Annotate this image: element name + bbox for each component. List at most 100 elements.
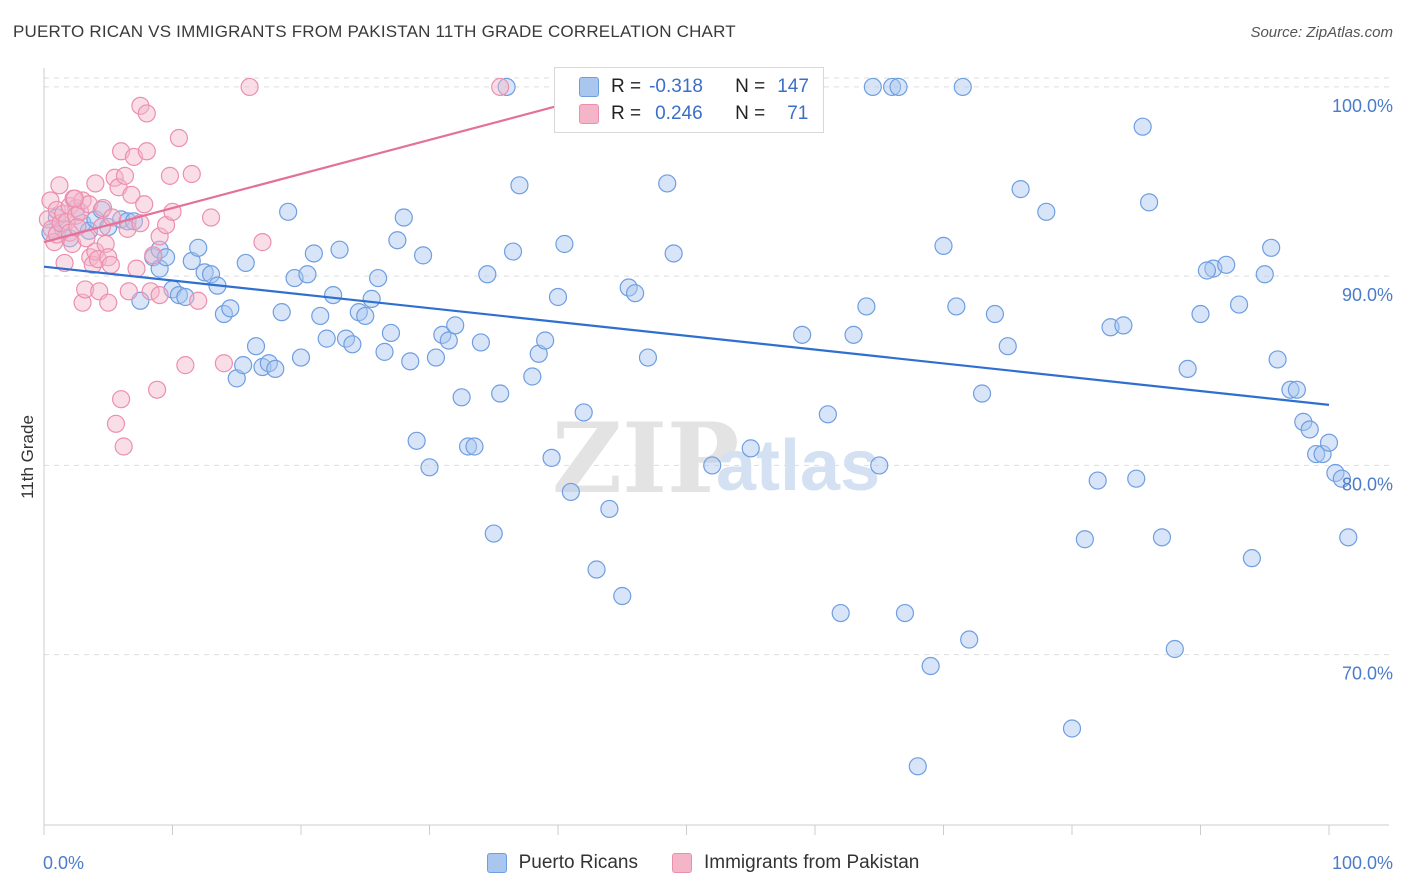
data-point	[394, 208, 413, 227]
data-point	[343, 335, 362, 354]
chart-source: Source: ZipAtlas.com	[1250, 24, 1393, 41]
data-point	[561, 482, 580, 502]
chart-title: PUERTO RICAN VS IMMIGRANTS FROM PAKISTAN…	[13, 22, 736, 41]
data-point	[1300, 420, 1319, 439]
data-point	[908, 757, 927, 776]
data-point	[1287, 380, 1306, 399]
data-point	[625, 284, 645, 303]
data-point	[1255, 265, 1274, 284]
legend-row-puerto-ricans: R = -0.318 N = 147	[579, 74, 809, 100]
data-point	[703, 456, 722, 475]
data-point	[73, 293, 92, 312]
data-point	[96, 234, 115, 254]
data-point	[458, 437, 478, 456]
data-point	[214, 354, 233, 373]
data-point	[471, 333, 490, 352]
trend-lines	[43, 104, 1330, 406]
data-point	[985, 304, 1005, 324]
data-point	[141, 282, 160, 301]
data-point	[439, 331, 458, 350]
data-point	[401, 352, 420, 371]
data-point	[1294, 412, 1313, 431]
x-tick-label-max: 100.0%	[1332, 853, 1393, 873]
data-point	[510, 176, 529, 195]
data-point	[465, 437, 484, 456]
data-point	[1062, 719, 1082, 738]
data-point	[1178, 359, 1197, 379]
data-point	[201, 265, 221, 284]
data-point	[972, 384, 992, 403]
data-point	[960, 630, 979, 649]
data-point	[388, 231, 407, 250]
data-point	[478, 265, 497, 284]
data-point	[317, 329, 336, 348]
legend-r-label: R =	[611, 76, 642, 97]
data-point	[1268, 350, 1287, 369]
data-point	[160, 166, 180, 185]
data-point	[127, 259, 146, 278]
data-point	[176, 356, 195, 375]
data-point	[1339, 528, 1358, 547]
data-point	[1319, 433, 1339, 452]
y-tick-label: 70.0%	[1342, 664, 1393, 684]
data-point	[1197, 261, 1217, 280]
legend-swatch-blue	[579, 77, 599, 97]
data-point	[664, 244, 683, 263]
data-point	[1191, 304, 1210, 324]
data-point	[86, 174, 105, 193]
data-point	[638, 348, 658, 367]
y-tick-labels: 100.0% 90.0% 80.0% 70.0%	[1332, 96, 1393, 684]
data-point	[452, 388, 471, 407]
data-point	[122, 185, 141, 204]
y-tick-label: 90.0%	[1342, 285, 1393, 305]
data-point	[1165, 639, 1184, 659]
data-point	[201, 208, 221, 227]
data-point	[304, 244, 323, 263]
data-point	[234, 356, 253, 375]
data-point	[536, 331, 555, 350]
data-point	[1217, 255, 1236, 274]
data-point	[889, 77, 908, 97]
data-point	[1088, 471, 1107, 490]
data-point	[741, 439, 760, 458]
watermark-atlas: atlas	[716, 426, 880, 506]
data-point	[137, 104, 156, 123]
data-point	[491, 384, 510, 403]
data-point	[542, 448, 561, 467]
legend-n-value: 147	[777, 76, 809, 97]
data-point	[1075, 530, 1094, 549]
data-point	[119, 282, 138, 301]
legend-label: Immigrants from Pakistan	[703, 852, 920, 873]
legend-n-value: 71	[787, 103, 809, 124]
data-point	[426, 348, 446, 367]
data-point	[1262, 238, 1281, 257]
legend-swatch-blue	[486, 853, 507, 873]
data-point	[246, 337, 266, 356]
data-point	[998, 337, 1017, 356]
data-point	[58, 212, 77, 231]
legend-n-label: N =	[735, 103, 766, 124]
data-point	[266, 359, 285, 379]
series-legend: Puerto Ricans Immigrants from Pakistan	[0, 852, 1406, 874]
series-immigrants-from-pakistan	[38, 77, 510, 456]
data-point	[195, 263, 214, 282]
data-point	[1242, 549, 1262, 568]
data-point	[369, 268, 388, 288]
data-point	[150, 227, 169, 246]
data-point	[1281, 380, 1300, 399]
legend-item-pakistan: Immigrants from Pakistan	[671, 852, 920, 874]
data-point	[1229, 295, 1249, 314]
data-point	[279, 202, 298, 221]
data-point	[934, 236, 953, 255]
data-point	[818, 405, 837, 424]
data-point	[375, 342, 394, 361]
data-point	[1037, 202, 1056, 221]
data-point	[857, 297, 876, 316]
data-point	[420, 458, 439, 477]
data-point	[1133, 117, 1152, 136]
data-point	[131, 214, 150, 233]
data-point	[381, 323, 401, 343]
data-point	[1127, 469, 1146, 488]
data-point	[1139, 193, 1159, 212]
data-point	[99, 293, 118, 312]
